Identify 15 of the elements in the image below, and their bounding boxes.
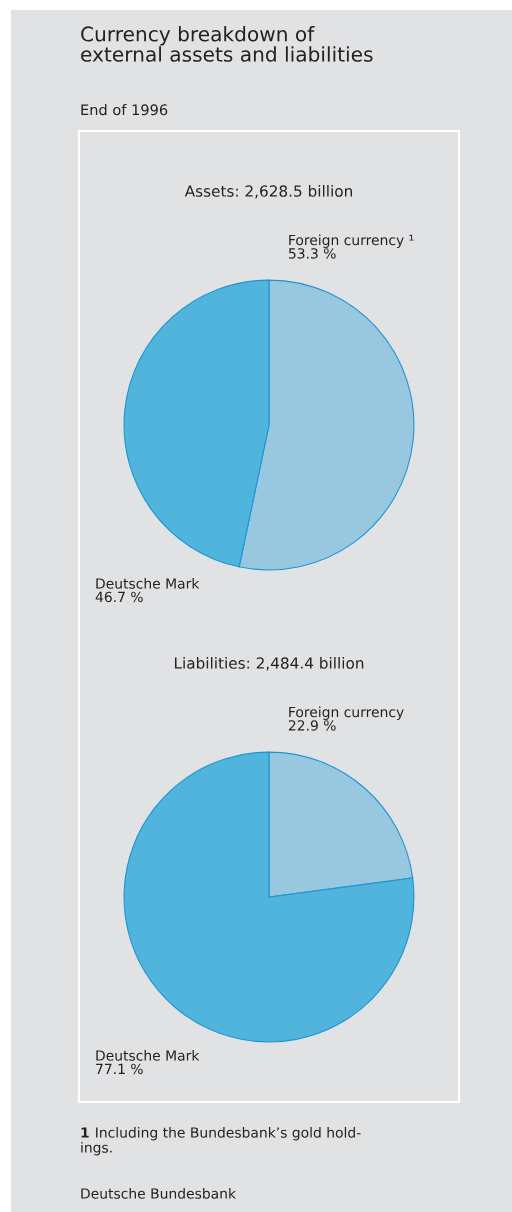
chart-subtitle: End of 1996 (81, 104, 168, 116)
data-label: 22.9 % (288, 720, 336, 731)
slice-label: Deutsche Mark (96, 1050, 200, 1061)
slice-label: Foreign currency (289, 706, 404, 720)
data-label: 46.7 % (95, 591, 143, 603)
text: Deutsche Bundesbank (81, 1188, 236, 1199)
chart-title: Liabilities: 2,484.4 billion (174, 657, 364, 671)
chart-title: Currency breakdown of external assets and liabilities (81, 26, 373, 62)
data-label: 77.1 % (96, 1063, 143, 1075)
data-label: 53.3 % (288, 248, 336, 259)
text: Assets: 2,628.5 billion (184, 185, 353, 199)
pie-slice (123, 751, 415, 1043)
slice-label: Foreign currency ¹ (289, 234, 414, 248)
text: 1 Including the Bundesbank’s gold hold- ings. (81, 1127, 361, 1156)
slice-label: Deutsche Mark (96, 578, 200, 589)
